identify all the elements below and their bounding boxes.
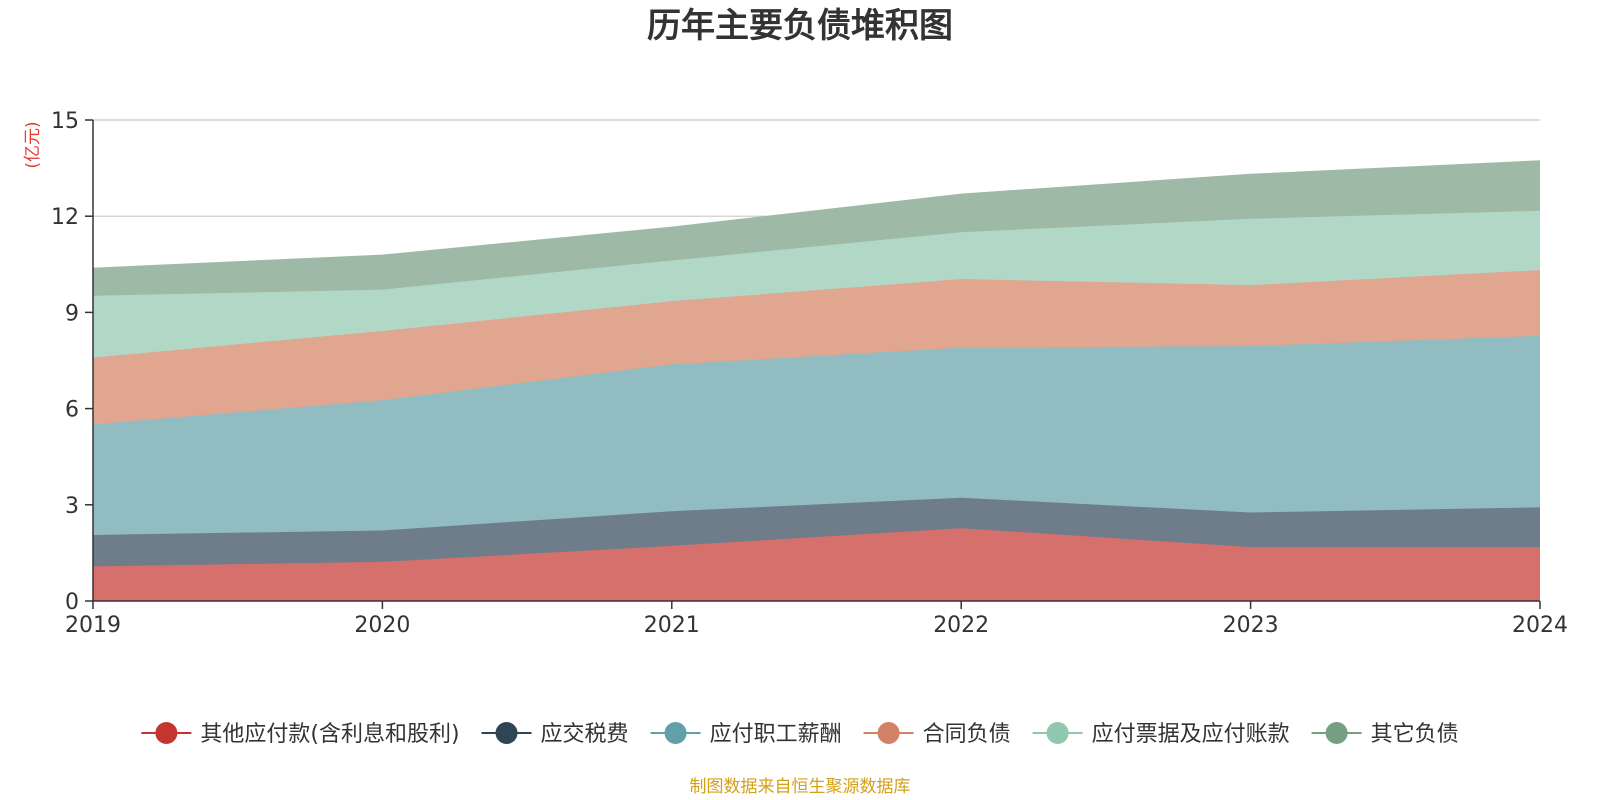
chart-title: 历年主要负债堆积图 — [647, 6, 953, 46]
legend-item-0: 其他应付款(含利息和股利) — [141, 722, 460, 747]
x-tick-label: 2019 — [65, 613, 121, 638]
series-area-2 — [93, 335, 1540, 535]
axes: 0 3 6 9 12 15 2019 2020 2021 2022 2023 2024 — [51, 109, 1568, 638]
legend-label: 应付职工薪酬 — [710, 722, 842, 747]
y-tick-label: 0 — [65, 590, 79, 615]
y-tick-label: 12 — [51, 205, 79, 230]
x-tick-label: 2020 — [354, 613, 410, 638]
series-area-5 — [93, 161, 1540, 296]
legend-swatch-dot — [664, 722, 687, 744]
y-tick-label: 9 — [65, 301, 79, 326]
legend-swatch-dot — [1046, 722, 1069, 744]
legend-item-3: 合同负债 — [863, 722, 1011, 747]
unit-label: (亿元) — [23, 121, 43, 168]
series-area-4 — [93, 210, 1540, 358]
legend-label: 其它负债 — [1371, 722, 1459, 747]
series-area-3 — [93, 270, 1540, 425]
legend-swatch-dot — [155, 722, 178, 744]
y-tick-label: 3 — [65, 494, 79, 519]
legend-item-4: 应付票据及应付账款 — [1032, 722, 1290, 747]
y-tick-label: 6 — [65, 398, 79, 423]
legend-swatch-dot — [495, 722, 518, 744]
legend-label: 合同负债 — [923, 722, 1011, 747]
legend: 其他应付款(含利息和股利) 应交税费 应付职工薪酬 合同负债 应付票据及应付账款 其它负债 — [141, 722, 1459, 747]
x-tick-label: 2024 — [1512, 613, 1568, 638]
y-tick-label: 15 — [51, 109, 79, 134]
legend-item-1: 应交税费 — [481, 722, 629, 747]
legend-label: 应交税费 — [541, 722, 629, 747]
series-areas — [92, 160, 1541, 601]
x-tick-label: 2022 — [933, 613, 989, 638]
source-note: 制图数据来自恒生聚源数据库 — [690, 777, 911, 797]
series-area-1 — [93, 497, 1540, 567]
x-tick-label: 2021 — [644, 613, 700, 638]
series-line-5 — [92, 160, 1541, 270]
legend-label: 其他应付款(含利息和股利) — [200, 722, 459, 747]
x-tick-label: 2023 — [1223, 613, 1279, 638]
legend-item-2: 应付职工薪酬 — [650, 722, 842, 747]
series-area-0 — [93, 528, 1540, 601]
legend-item-5: 其它负债 — [1311, 722, 1459, 747]
legend-swatch-dot — [877, 722, 900, 744]
legend-swatch-dot — [1325, 722, 1348, 744]
legend-label: 应付票据及应付账款 — [1092, 722, 1290, 747]
